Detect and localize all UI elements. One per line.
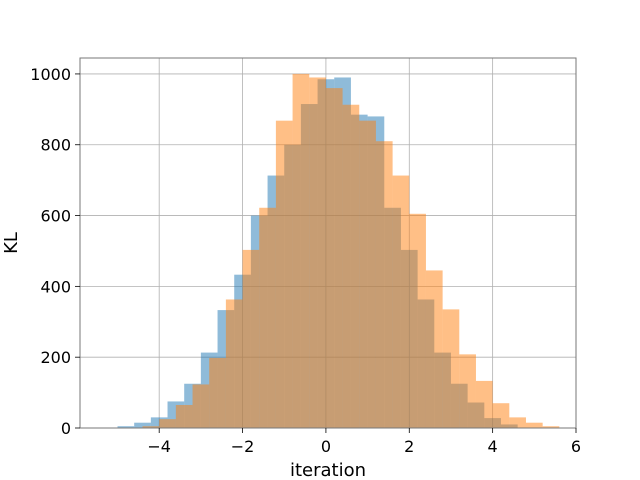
histogram-bar-series-2 (325, 88, 343, 428)
histogram-bar-series-2 (159, 419, 176, 428)
histogram-bar-series-2 (392, 175, 410, 428)
histogram-bar-series-2 (442, 309, 460, 428)
x-tick-label: −4 (147, 437, 171, 456)
histogram-bar-series-2 (209, 357, 226, 428)
histogram-bar-series-2 (175, 404, 193, 428)
x-tick-label: 2 (404, 437, 414, 456)
histogram-bar-series-2 (142, 426, 160, 428)
histogram-bar-series-2 (509, 417, 526, 428)
histogram-bar-series-2 (275, 120, 293, 428)
x-axis-label: iteration (290, 460, 366, 480)
histogram-bar-series-2 (459, 354, 476, 428)
histogram-bar-series-2 (409, 213, 426, 428)
bars (117, 73, 560, 429)
histogram-bar-series-2 (225, 299, 243, 428)
histogram-bar-series-2 (192, 384, 210, 428)
histogram-bar-series-2 (425, 270, 443, 428)
histogram-bar-series-2 (475, 380, 493, 428)
histogram-bar-series-2 (342, 104, 360, 428)
histogram-bar-series-1 (134, 422, 151, 428)
histogram-bar-series-2 (309, 77, 326, 428)
y-tick-label: 800 (40, 136, 71, 155)
y-tick-label: 1000 (30, 65, 71, 84)
x-tick-label: 4 (488, 437, 498, 456)
x-tick-label: 0 (321, 437, 331, 456)
y-tick-label: 200 (40, 348, 71, 367)
x-tick-label: 6 (571, 437, 581, 456)
ticks: −4 −2 0 2 4 6 0 200 400 600 800 1000 (30, 65, 581, 456)
histogram-bar-series-2 (359, 120, 376, 428)
y-axis-label: KL (1, 232, 22, 254)
y-tick-label: 400 (40, 277, 71, 296)
histogram-bar-series-2 (375, 141, 393, 428)
histogram-bar-series-2 (525, 422, 543, 428)
histogram-bar-series-1 (117, 426, 135, 428)
histogram-bar-series-2 (242, 249, 260, 428)
histogram-bar-series-2 (259, 207, 276, 428)
y-tick-label: 0 (61, 419, 71, 438)
histogram-bar-series-2 (492, 403, 510, 428)
x-tick-label: −2 (231, 437, 255, 456)
histogram-bar-series-2 (292, 73, 310, 428)
plot-frame (79, 57, 577, 429)
histogram-bar-series-2 (542, 426, 560, 428)
y-tick-label: 600 (40, 207, 71, 226)
